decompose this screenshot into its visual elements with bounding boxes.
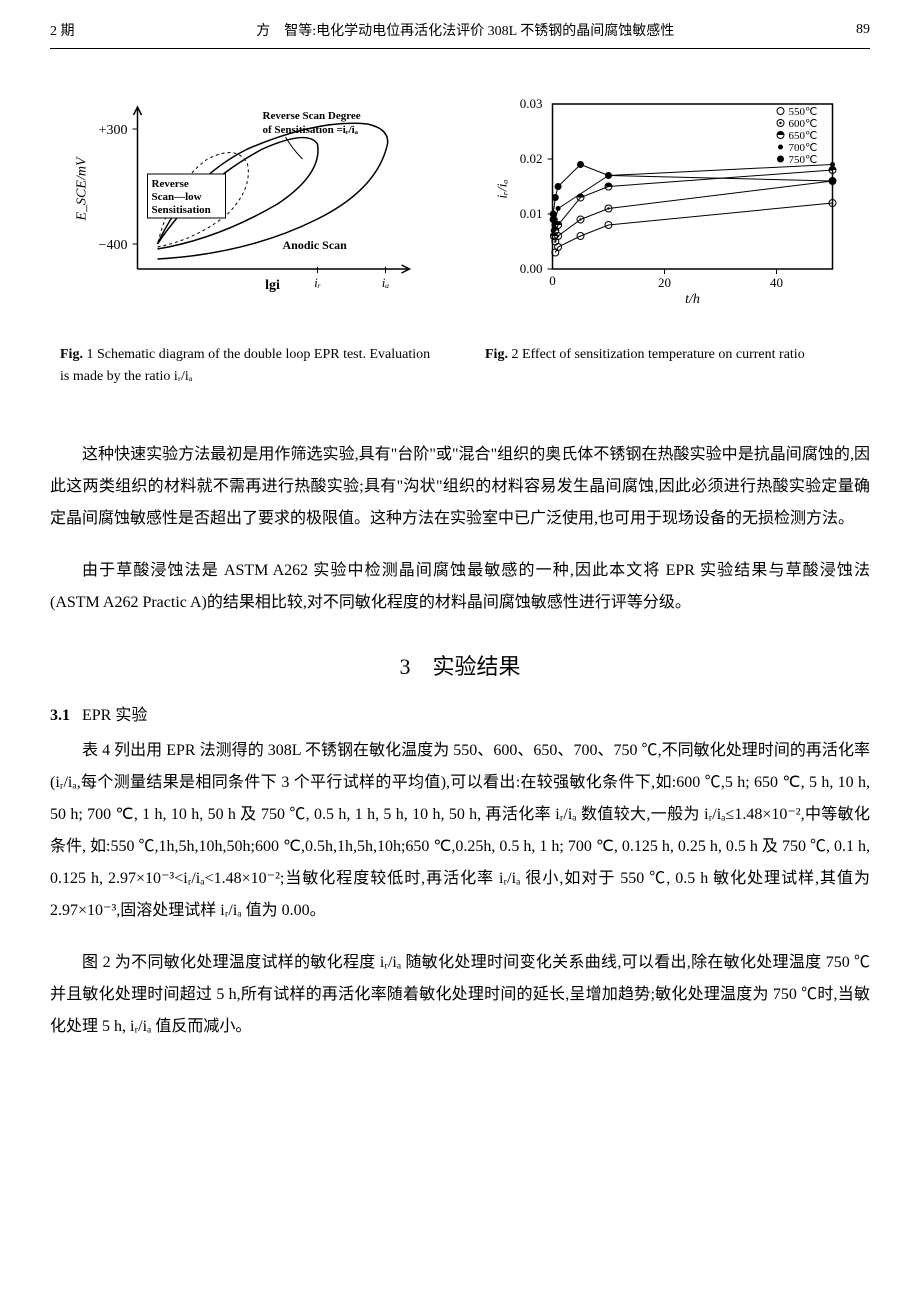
fig2-cap-label: Fig.	[485, 347, 508, 362]
figure-1: +300 −400 E_SCE/mV lgi Reverse Scan Degr…	[50, 89, 445, 389]
figure-2: 0.00 0.01 0.02 0.03 0 20 40 t/h iᵣ/iₐ	[475, 89, 870, 389]
fig1-caption: Fig. 1 Schematic diagram of the double l…	[50, 344, 445, 389]
fig2-yt2: 0.02	[520, 151, 543, 166]
fig1-annot-low2: Scan—low	[152, 191, 202, 203]
fig1-ylabel: E_SCE/mV	[75, 156, 90, 221]
fig2-yt0: 0.00	[520, 261, 543, 276]
section-3-1-title: EPR 实验	[82, 707, 147, 724]
running-title: 方 智等:电化学动电位再活化法评价 308L 不锈钢的晶间腐蚀敏感性	[256, 20, 674, 40]
paragraph-2: 由于草酸浸蚀法是 ASTM A262 实验中检测晶间腐蚀最敏感的一种,因此本文将…	[50, 555, 870, 619]
fig2-xt0: 0	[549, 273, 556, 288]
fig1-cap-text: Schematic diagram of the double loop EPR…	[60, 347, 430, 384]
fig1-annot-deg2: of Sensitisation =iᵣ/iₐ	[263, 124, 359, 136]
fig1-xlabel: lgi	[265, 278, 280, 293]
fig2-xlabel: t/h	[685, 292, 700, 307]
issue-label: 2 期	[50, 20, 75, 40]
fig1-annot-deg1: Reverse Scan Degree	[263, 110, 361, 122]
fig2-svg: 0.00 0.01 0.02 0.03 0 20 40 t/h iᵣ/iₐ	[475, 89, 870, 309]
fig2-yt1: 0.01	[520, 206, 543, 221]
paragraph-1: 这种快速实验方法最初是用作筛选实验,具有"台阶"或"混合"组织的奥氏体不锈钢在热…	[50, 439, 870, 535]
fig1-anodic: Anodic Scan	[283, 238, 348, 252]
fig2-ylabel: iᵣ/iₐ	[496, 179, 511, 198]
fig2-caption: Fig. 2 Effect of sensitization temperatu…	[475, 344, 870, 366]
fig2-cap-text: Effect of sensitization temperature on c…	[522, 347, 805, 362]
section-3-title: 实验结果	[432, 654, 520, 679]
section-3-num: 3	[399, 654, 410, 679]
leg-750: 750℃	[789, 154, 818, 166]
fig1-ytop: +300	[99, 123, 128, 138]
fig1-ybot: −400	[99, 238, 128, 253]
paragraph-4: 图 2 为不同敏化处理温度试样的敏化程度 iᵣ/iₐ 随敏化处理时间变化关系曲线…	[50, 947, 870, 1043]
leg-650: 650℃	[789, 130, 818, 142]
section-3-heading: 3 实验结果	[50, 649, 870, 681]
page-header: 2 期 方 智等:电化学动电位再活化法评价 308L 不锈钢的晶间腐蚀敏感性 8…	[50, 20, 870, 49]
page-number: 89	[856, 22, 870, 38]
paragraph-3: 表 4 列出用 EPR 法测得的 308L 不锈钢在敏化温度为 550、600、…	[50, 735, 870, 927]
fig2-yt3: 0.03	[520, 96, 543, 111]
section-3-1-heading: 3.1 EPR 实验	[50, 701, 870, 725]
fig2-xt1: 20	[658, 275, 671, 290]
leg-600: 600℃	[789, 118, 818, 130]
fig1-annot-low3: Sensitisation	[152, 204, 211, 216]
leg-550: 550℃	[789, 106, 818, 118]
fig1-svg: +300 −400 E_SCE/mV lgi Reverse Scan Degr…	[50, 89, 445, 309]
fig2-series	[550, 161, 836, 256]
figures-row: +300 −400 E_SCE/mV lgi Reverse Scan Degr…	[50, 89, 870, 389]
fig1-cap-num: 1	[86, 347, 93, 362]
fig1-annot-low1: Reverse	[152, 178, 189, 190]
fig2-legend: 550℃ 600℃ 650℃ 700℃ 750℃	[777, 106, 817, 166]
leg-700: 700℃	[789, 142, 818, 154]
fig2-xt2: 40	[770, 275, 783, 290]
fig2-cap-num: 2	[511, 347, 518, 362]
fig1-ir: iᵣ	[314, 275, 321, 290]
fig1-ia: iₐ	[382, 275, 390, 290]
fig1-cap-label: Fig.	[60, 347, 83, 362]
section-3-1-num: 3.1	[50, 707, 70, 724]
